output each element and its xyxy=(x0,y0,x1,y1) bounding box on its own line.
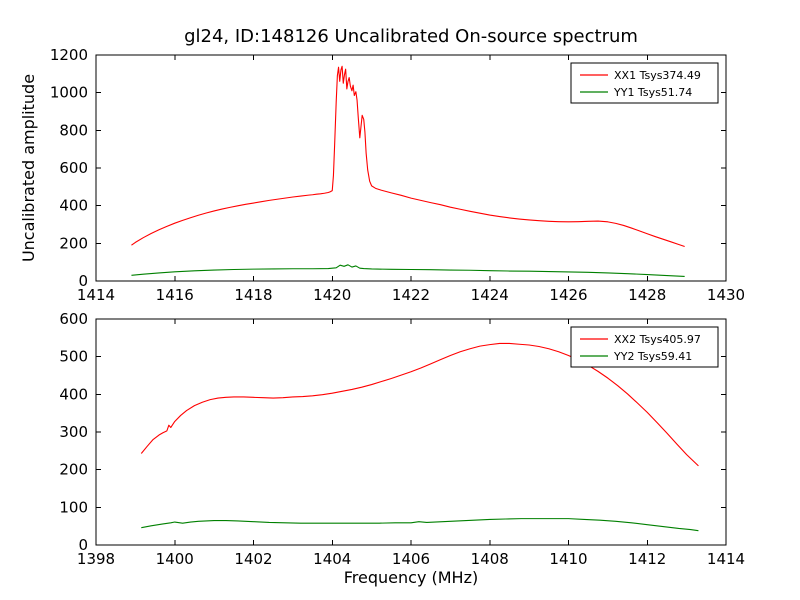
legend-box xyxy=(570,62,719,104)
x-axis-label: Frequency (MHz) xyxy=(344,568,478,587)
y-tick-label: 1200 xyxy=(50,46,88,64)
series-line-xx2 xyxy=(140,342,699,467)
subplot-2: 1398 1400 1402 1404 1406 1408 1410 1412 1414 0 100… xyxy=(59,310,745,587)
x-tick-label: 1412 xyxy=(628,550,666,568)
y-tick-label: 400 xyxy=(59,385,88,403)
y-tick-label: 200 xyxy=(59,461,88,479)
axes-frame xyxy=(95,318,727,546)
series-line-yy2 xyxy=(141,518,699,532)
x-tick-label: 1404 xyxy=(313,550,351,568)
x-tick-label: 1422 xyxy=(392,286,430,304)
x-tick-label: 1424 xyxy=(471,286,509,304)
x-tick-label: 1408 xyxy=(471,550,509,568)
y-tick-label: 800 xyxy=(59,121,88,139)
y-tick-label: 500 xyxy=(59,348,88,366)
axes-frame xyxy=(95,54,727,282)
x-tick-label: 1426 xyxy=(549,286,587,304)
y-tick-label: 300 xyxy=(59,423,88,441)
x-tick-label: 1416 xyxy=(156,286,194,304)
subplot-1: 1414 1416 1418 1420 1422 1424 1426 1428 1430 0 200… xyxy=(19,26,745,304)
y-tick-label: 600 xyxy=(59,310,88,328)
plot-title: gl24, ID:148126 Uncalibrated On-source s… xyxy=(184,26,638,47)
x-tick-label: 1428 xyxy=(628,286,666,304)
series-line-yy1 xyxy=(131,264,685,278)
y-tick-label: 200 xyxy=(59,234,88,252)
x-tick-label: 1410 xyxy=(549,550,587,568)
x-tick-label: 1406 xyxy=(392,550,430,568)
x-tick-label: 1430 xyxy=(707,286,745,304)
y-tick-label: 0 xyxy=(78,536,88,554)
y-tick-label: 1000 xyxy=(50,84,88,102)
x-tick-label: 1414 xyxy=(77,286,115,304)
y-axis-label: Uncalibrated amplitude xyxy=(19,74,38,262)
legend: XX1 Tsys374.49 YY1 Tsys51.74 xyxy=(570,62,719,104)
x-tick-label: 1420 xyxy=(313,286,351,304)
legend-label: YY2 Tsys59.41 xyxy=(613,350,692,363)
x-tick-label: 1398 xyxy=(77,550,115,568)
y-tick-label: 400 xyxy=(59,197,88,215)
legend-box xyxy=(570,326,719,368)
x-tick-label: 1400 xyxy=(156,550,194,568)
x-tick-label: 1418 xyxy=(234,286,272,304)
series-line-xx1 xyxy=(131,65,685,248)
y-tick-label: 100 xyxy=(59,498,88,516)
x-tick-label: 1414 xyxy=(707,550,745,568)
legend-label: YY1 Tsys51.74 xyxy=(613,86,692,99)
x-tick-label: 1402 xyxy=(234,550,272,568)
y-tick-label: 0 xyxy=(78,272,88,290)
legend-label: XX1 Tsys374.49 xyxy=(614,69,701,82)
legend: XX2 Tsys405.97 YY2 Tsys59.41 xyxy=(570,326,719,368)
y-tick-label: 600 xyxy=(59,159,88,177)
legend-label: XX2 Tsys405.97 xyxy=(614,333,701,346)
